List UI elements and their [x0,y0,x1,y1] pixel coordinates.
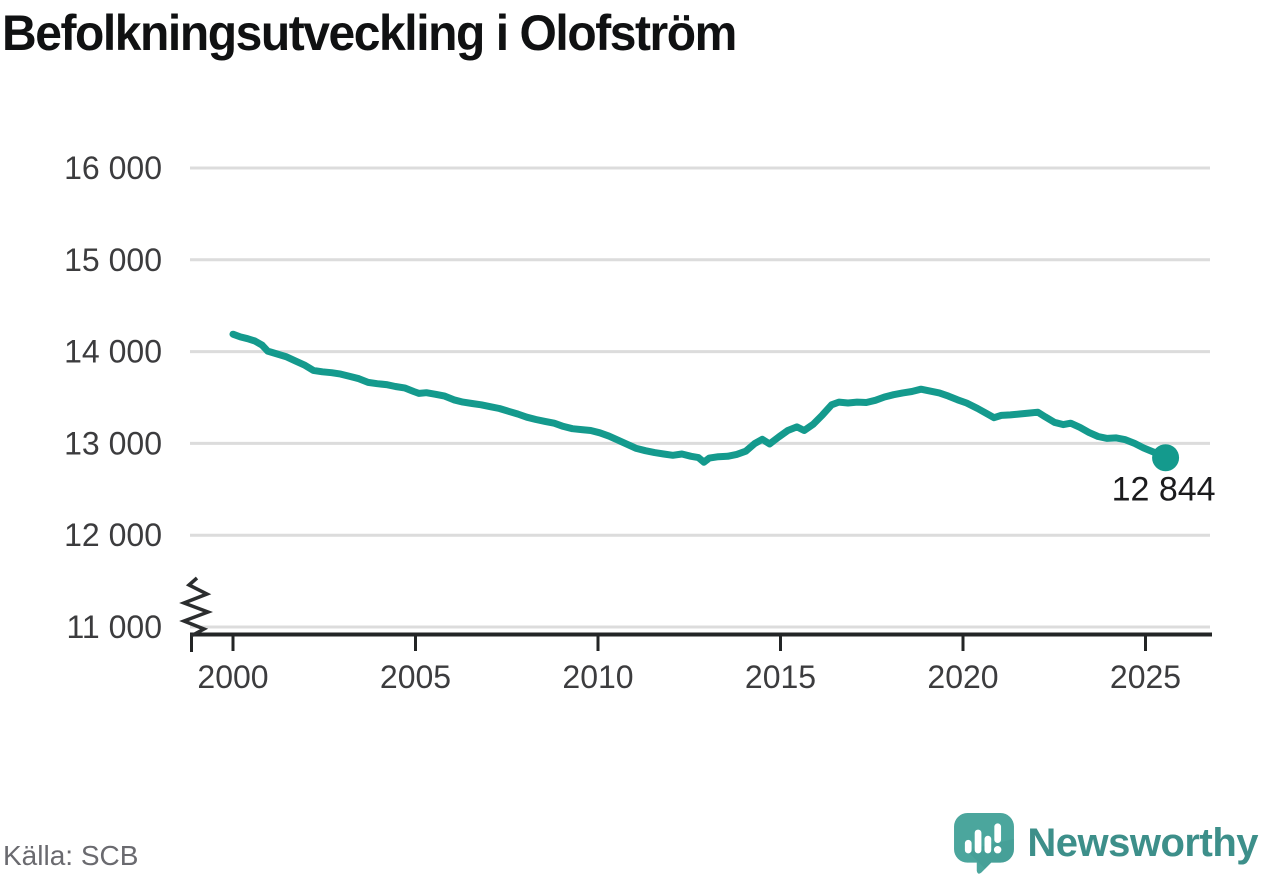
last-point-marker [1152,444,1180,472]
y-tick-label: 16 000 [64,150,162,186]
x-tick-label: 2025 [1110,659,1181,695]
newsworthy-bubble-chart-icon [954,813,1015,874]
last-value-label: 12 844 [1112,471,1216,509]
x-tick-label: 2005 [380,659,451,695]
x-tick-label: 2000 [197,659,268,695]
page-title: Befolkningsutveckling i Olofström [2,5,737,61]
y-tick-label: 15 000 [64,242,162,278]
x-tick-label: 2015 [745,659,816,695]
y-tick-label: 13 000 [64,425,162,461]
x-tick-label: 2010 [562,659,633,695]
source-note: Källa: SCB [3,840,139,871]
y-tick-label: 14 000 [64,334,162,370]
population-line-chart: 11 000 12 000 13 000 14 000 15 000 16 000 2000… [64,150,1216,695]
population-line [229,330,1170,466]
y-tick-label: 12 000 [64,517,162,553]
x-tick-label: 2020 [927,659,998,695]
axis-break-icon [179,576,213,638]
newsworthy-wordmark: Newsworthy [1027,820,1258,865]
y-tick-label: 11 000 [67,609,163,645]
newsworthy-logo: Newsworthy [953,812,1258,874]
